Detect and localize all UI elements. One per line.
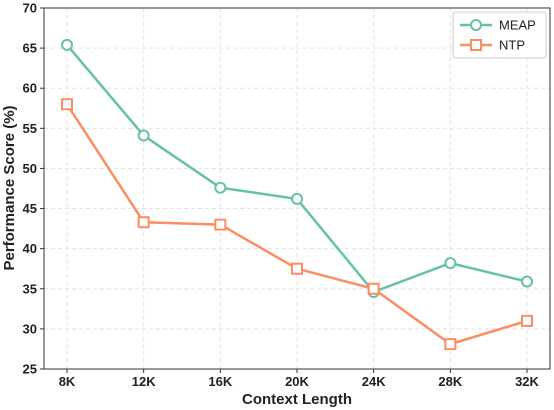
data-point (444, 338, 457, 351)
legend-item-ntp: NTP (460, 38, 525, 53)
x-tick-label: 28K (438, 374, 462, 389)
x-tick-label: 16K (208, 374, 232, 389)
y-tick-label: 70 (23, 1, 37, 16)
plot-frame (43, 7, 551, 370)
y-tick-label: 25 (23, 362, 37, 377)
x-tick-label: 12K (132, 374, 156, 389)
data-point (291, 262, 303, 275)
data-point (367, 282, 380, 295)
data-point (61, 98, 73, 111)
grid (44, 7, 550, 370)
y-tick-label: 60 (23, 81, 37, 96)
data-point (61, 38, 73, 51)
data-point (521, 275, 533, 288)
legend-marker-square (470, 39, 482, 51)
legend-item-meap: MEAP (460, 18, 536, 33)
data-point (214, 181, 227, 194)
y-tick-label: 55 (23, 121, 37, 136)
y-axis-ticks: 25 30 35 40 45 50 55 60 65 70 (23, 1, 44, 377)
data-point (521, 314, 533, 327)
data-point (444, 257, 457, 270)
y-tick-label: 40 (23, 241, 37, 256)
series-line (65, 103, 528, 346)
y-tick-label: 35 (23, 281, 37, 296)
y-axis-title: Performance Score (%) (1, 105, 18, 270)
legend-marker-circle (470, 19, 482, 31)
y-tick-label: 50 (23, 161, 37, 176)
y-tick-label: 45 (23, 201, 37, 216)
x-tick-label: 24K (362, 374, 386, 389)
x-tick-label: 20K (285, 374, 309, 389)
x-tick-label: 8K (59, 374, 76, 389)
x-tick-label: 32K (515, 374, 539, 389)
y-tick-label: 65 (23, 41, 37, 56)
legend-label: NTP (499, 38, 525, 53)
legend: MEAP NTP (452, 11, 547, 59)
data-point (137, 216, 150, 229)
data-point (291, 192, 303, 205)
y-tick-label: 30 (23, 321, 37, 336)
data-point (214, 218, 227, 231)
data-point (137, 129, 150, 142)
x-axis-ticks: 8K 12K 16K 20K 24K 28K 32K (59, 369, 540, 389)
series (61, 38, 533, 351)
series-ntp (61, 98, 533, 351)
x-axis-title: Context Length (242, 391, 352, 408)
legend-label: MEAP (499, 18, 536, 33)
